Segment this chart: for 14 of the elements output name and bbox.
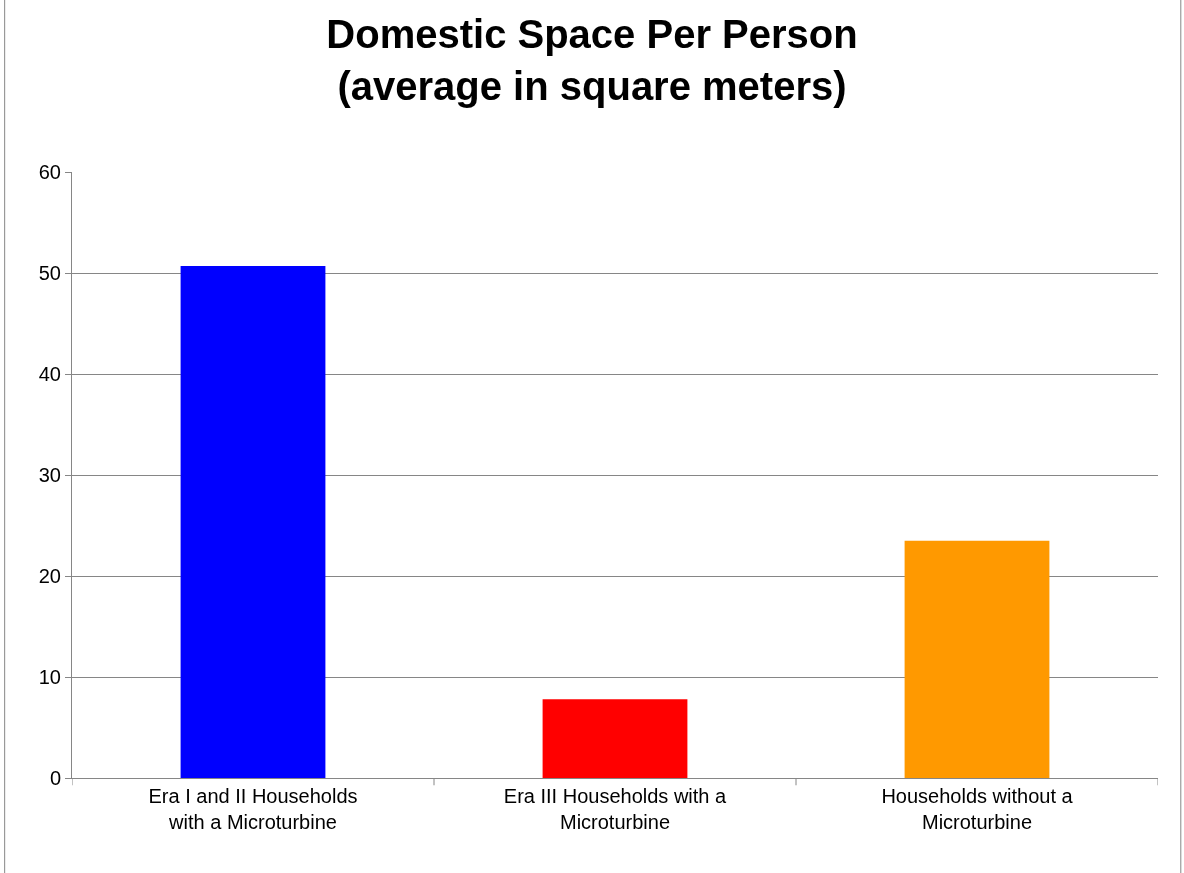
bar <box>904 540 1050 778</box>
bar <box>542 699 688 778</box>
chart-title: Domestic Space Per Person (average in square meters) <box>326 12 858 109</box>
y-tick-label: 30 <box>38 464 61 486</box>
y-tick-label: 40 <box>38 363 61 385</box>
bar <box>180 265 326 778</box>
y-tick-label: 20 <box>38 565 61 587</box>
y-tick-label: 0 <box>49 767 61 789</box>
x-tick-label: Era III Households with a Microturbine <box>503 785 728 833</box>
x-tick-label: Era I and II Households with a Microturbine <box>148 785 358 833</box>
x-tick-label: Households without a Microturbine <box>881 785 1074 833</box>
y-tick-label: 10 <box>38 666 61 688</box>
y-tick-label: 60 <box>38 161 61 183</box>
y-tick-label: 50 <box>38 262 61 284</box>
